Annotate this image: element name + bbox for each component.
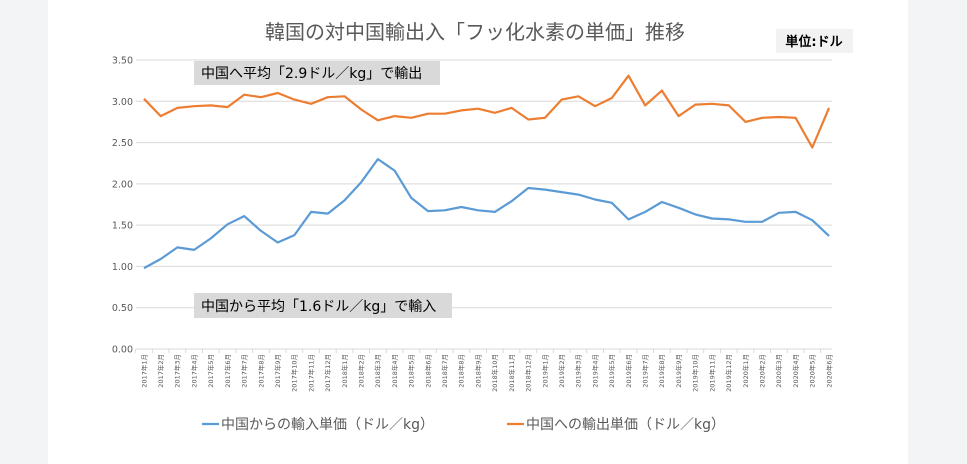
- x-tick-label: 2017年6月: [223, 354, 232, 388]
- x-tick-label: 2019年12月: [724, 354, 733, 392]
- unit-label: 単位:ドル: [785, 34, 842, 50]
- x-tick-label: 2020年2月: [757, 354, 766, 388]
- chart-title: 韓国の対中国輸出入「フッ化水素の単価」推移: [265, 20, 685, 44]
- x-tick-label: 2020年1月: [741, 354, 750, 388]
- x-tick-label: 2020年6月: [824, 354, 833, 388]
- x-tick-label: 2018年1月: [340, 354, 349, 388]
- y-tick-label: 0.50: [112, 303, 133, 314]
- x-tick-label: 2020年4月: [791, 354, 800, 388]
- series-line-0: [143, 158, 830, 270]
- x-tick-label: 2019年4月: [590, 354, 599, 388]
- x-tick-label: 2019年10月: [691, 354, 700, 392]
- x-tick-label: 2019年7月: [641, 354, 650, 388]
- y-tick-label: 1.50: [112, 221, 133, 232]
- x-tick-label: 2019年11月: [707, 354, 716, 392]
- x-tick-label: 2017年11月: [306, 354, 315, 392]
- x-tick-label: 2019年3月: [574, 354, 583, 388]
- x-tick-label: 2017年8月: [256, 354, 265, 388]
- y-tick-label: 3.00: [112, 97, 133, 108]
- x-tick-label: 2018年9月: [473, 354, 482, 388]
- y-axis-ticks: 0.00 0.50 1.00 1.50 2.00 2.50 3.00 3.50: [112, 56, 133, 356]
- series-lines: [143, 74, 831, 270]
- x-tick-label: 2017年3月: [173, 354, 182, 388]
- x-tick-label: 2019年1月: [540, 354, 549, 388]
- y-tick-label: 2.50: [112, 138, 133, 149]
- x-tick-label: 2018年12月: [524, 354, 533, 392]
- x-tick-label: 2019年8月: [657, 354, 666, 388]
- legend-label-import: 中国からの輸入単価（ドル／kg）: [221, 417, 434, 433]
- x-tick-label: 2018年5月: [407, 354, 416, 388]
- annotation-import-text: 中国から平均「1.6ドル／kg」で輸入: [201, 299, 436, 315]
- annotation-export-background: [194, 61, 440, 85]
- y-tick-label: 1.00: [112, 262, 133, 273]
- legend: 中国からの輸入単価（ドル／kg） 中国への輸出単価（ドル／kg）: [202, 417, 725, 433]
- x-axis: 2017年1月 2017年2月 2017年3月 2017年4月 2017年5月 2017年…: [135, 349, 833, 392]
- annotation-import: 中国から平均「1.6ドル／kg」で輸入: [194, 293, 452, 318]
- x-tick-label: 2018年6月: [423, 354, 432, 388]
- x-tick-label: 2020年3月: [774, 354, 783, 388]
- x-tick-label: 2017年5月: [206, 354, 215, 388]
- x-tick-label: 2018年11月: [507, 354, 516, 392]
- x-tick-label: 2018年3月: [373, 354, 382, 388]
- series-line-1: [143, 74, 831, 149]
- x-tick-label: 2019年9月: [674, 354, 683, 388]
- x-tick-label: 2017年1月: [139, 354, 148, 388]
- annotation-export: 中国へ平均「2.9ドル／kg」で輸出: [194, 61, 440, 85]
- chart-panel: 韓国の対中国輸出入「フッ化水素の単価」推移 単位:ドル 0.00 0.50 1.00…: [48, 0, 908, 464]
- x-tick-label: 2019年5月: [607, 354, 616, 388]
- x-tick-label: 2017年7月: [240, 354, 249, 388]
- y-tick-label: 0.00: [112, 345, 133, 356]
- x-tick-label: 2018年2月: [356, 354, 365, 388]
- x-tick-label: 2019年6月: [624, 354, 633, 388]
- x-tick-label: 2017年2月: [156, 354, 165, 388]
- annotation-import-background: [194, 293, 452, 318]
- x-tick-label: 2017年9月: [273, 354, 282, 388]
- unit-label-background: [776, 29, 853, 53]
- y-tick-label: 3.50: [112, 56, 133, 67]
- x-tick-label: 2019年2月: [557, 354, 566, 388]
- x-tick-label: 2018年4月: [390, 354, 399, 388]
- x-tick-label: 2017年4月: [189, 354, 198, 388]
- x-tick-label: 2020年5月: [808, 354, 817, 388]
- unit-label-box: 単位:ドル: [776, 29, 853, 53]
- x-tick-label: 2018年8月: [457, 354, 466, 388]
- x-tick-label: 2017年12月: [323, 354, 332, 392]
- y-tick-label: 2.00: [112, 179, 133, 190]
- x-tick-label: 2017年10月: [290, 354, 299, 392]
- legend-label-export: 中国への輸出単価（ドル／kg）: [526, 417, 725, 433]
- line-chart: 韓国の対中国輸出入「フッ化水素の単価」推移 単位:ドル 0.00 0.50 1.00…: [112, 20, 853, 433]
- annotation-export-text: 中国へ平均「2.9ドル／kg」で輸出: [201, 66, 422, 82]
- x-tick-label: 2018年10月: [490, 354, 499, 392]
- x-tick-label: 2018年7月: [440, 354, 449, 388]
